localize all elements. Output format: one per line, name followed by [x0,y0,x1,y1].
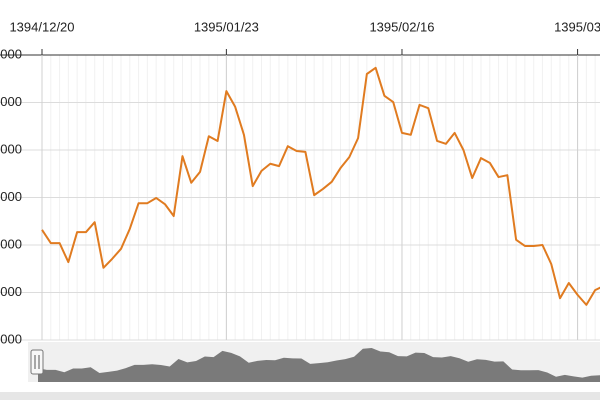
y-tick-label: 000 [0,236,22,251]
x-tick-label: 1394/12/20 [9,19,74,34]
x-tick-label: 1395/01/23 [194,19,259,34]
series-line [41,66,600,306]
y-tick-label: 000 [0,94,22,109]
y-tick-label: 000 [0,189,22,204]
x-tick-label: 1395/02/16 [369,19,434,34]
y-tick-label: 000 [0,284,22,299]
scrollbar[interactable] [0,392,600,400]
y-tick-label: 000 [0,331,22,346]
y-tick-label: 000 [0,141,22,156]
y-tick-label: 000 [0,46,22,61]
navigator-handle[interactable] [30,349,44,375]
x-tick-label: 1395/03 [554,19,600,34]
navigator[interactable] [38,348,600,382]
navigator-area [38,348,600,382]
